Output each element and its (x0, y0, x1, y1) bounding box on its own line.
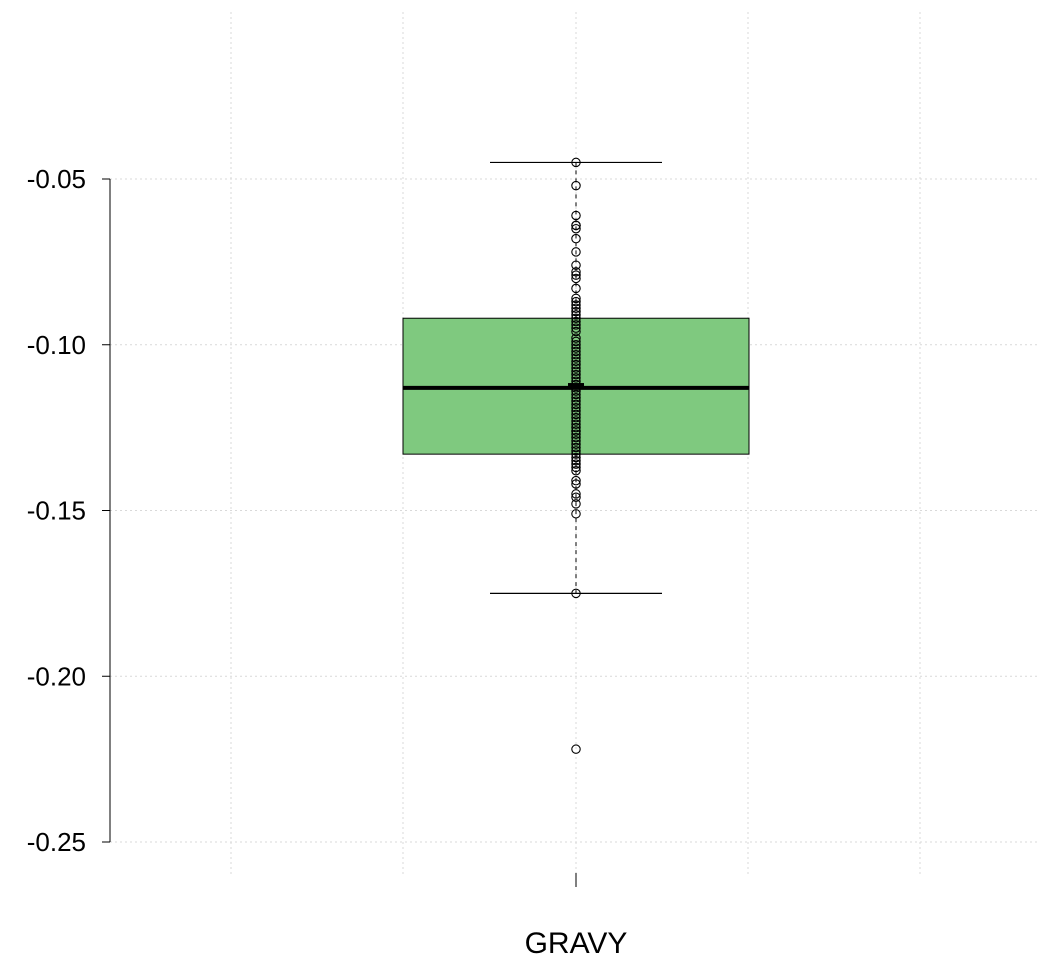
data-point (571, 393, 581, 403)
data-point (571, 293, 581, 304)
data-point (571, 356, 581, 367)
data-point (571, 373, 581, 383)
data-point (571, 363, 581, 373)
data-point (571, 416, 581, 426)
data-point (571, 349, 581, 360)
data-point (571, 446, 581, 456)
data-point (571, 459, 581, 469)
y-tick-label: -0.15 (27, 496, 86, 526)
data-point (571, 306, 581, 317)
data-point (571, 439, 581, 449)
data-point (571, 300, 581, 310)
data-point (571, 396, 581, 406)
data-point (571, 313, 581, 323)
data-point (571, 359, 581, 370)
data-point (571, 422, 581, 433)
data-point (571, 509, 581, 519)
data-point (571, 303, 581, 314)
data-point (571, 409, 581, 420)
data-point (571, 386, 581, 396)
data-point (571, 323, 581, 333)
data-point (571, 479, 581, 489)
data-point (571, 406, 581, 416)
data-point (571, 233, 581, 244)
data-point (571, 296, 581, 307)
data-point (571, 180, 581, 191)
data-point (571, 436, 581, 446)
data-point (571, 419, 581, 430)
y-tick-label: -0.10 (27, 330, 86, 360)
x-axis: GRAVY (525, 873, 628, 960)
data-point (571, 462, 581, 473)
data-point (571, 452, 581, 463)
data-point (571, 499, 581, 509)
y-tick-label: -0.20 (27, 661, 86, 691)
y-tick-label: -0.25 (27, 827, 86, 857)
data-point (571, 449, 581, 459)
box-layer (402, 161, 750, 594)
data-point (571, 267, 581, 277)
data-point (571, 429, 581, 440)
data-point (571, 273, 581, 284)
data-point (571, 157, 581, 168)
data-point (571, 346, 581, 357)
data-point (571, 492, 581, 502)
data-point (571, 320, 581, 330)
data-point (571, 343, 581, 353)
data-point (571, 283, 581, 294)
data-point (571, 339, 581, 350)
y-axis: -0.05 -0.10 -0.15 -0.20 -0.25 (27, 164, 111, 857)
x-category-label: GRAVY (525, 927, 628, 960)
data-point (571, 369, 581, 380)
data-point (571, 475, 581, 486)
data-point (571, 442, 581, 453)
data-point (571, 389, 581, 400)
data-point (571, 744, 581, 754)
data-point (571, 333, 581, 343)
data-point (571, 426, 581, 436)
data-point (571, 260, 581, 270)
data-point (571, 489, 581, 499)
points-layer (568, 157, 584, 754)
data-point (571, 310, 581, 320)
data-point (571, 220, 581, 231)
data-point (571, 402, 581, 413)
data-point (571, 353, 581, 363)
data-point (571, 432, 581, 443)
data-point (571, 326, 581, 337)
data-point (571, 223, 581, 234)
data-point (571, 336, 581, 347)
data-point (571, 399, 581, 410)
data-point (571, 247, 581, 257)
data-point (571, 366, 581, 377)
data-point (571, 456, 581, 466)
data-point (571, 588, 581, 599)
data-point (571, 210, 581, 221)
data-point (571, 270, 581, 280)
y-tick-label: -0.05 (27, 164, 86, 194)
data-point (571, 465, 581, 476)
data-point (571, 412, 581, 423)
data-point (571, 316, 581, 327)
